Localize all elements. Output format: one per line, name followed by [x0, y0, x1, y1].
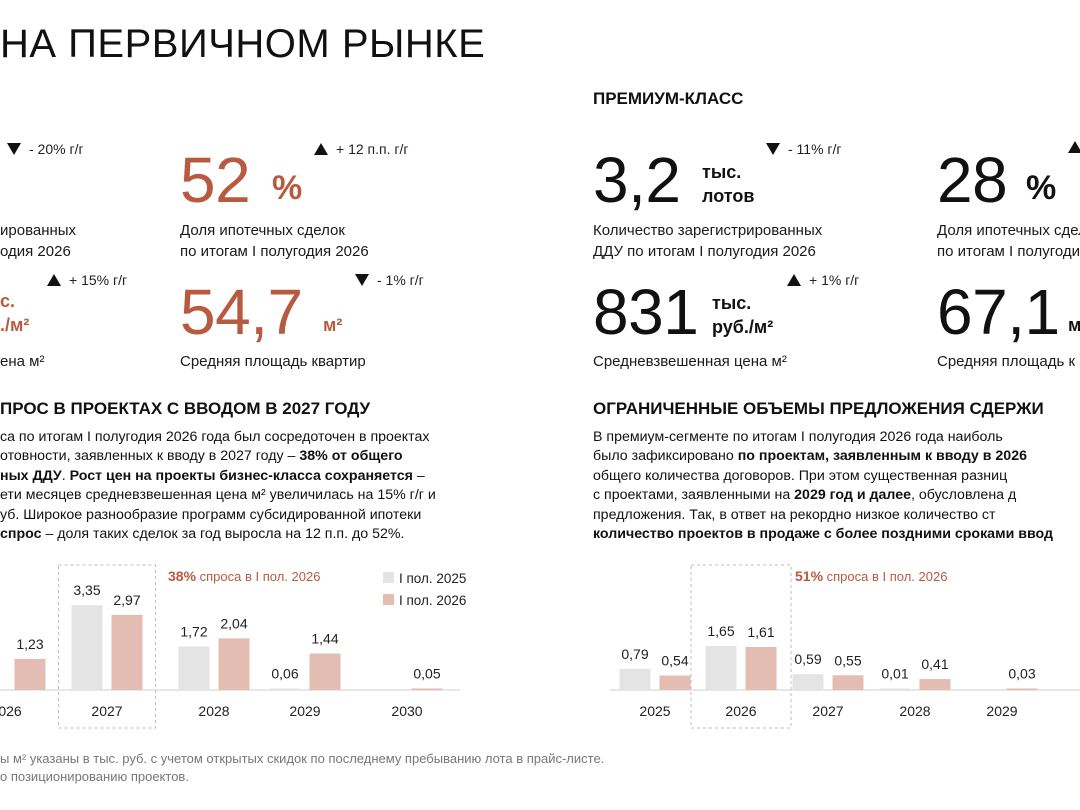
data-label: 0,05: [413, 666, 440, 682]
data-label: 3,35: [73, 582, 100, 598]
highlight-box: [58, 564, 156, 729]
bar-2027-s2: [832, 675, 864, 690]
bar-2027-s1: [792, 674, 824, 690]
page-title: НА ПЕРВИЧНОМ РЫНКЕ: [0, 22, 486, 66]
category-label: 2027: [812, 703, 843, 719]
data-label: 0,01: [881, 666, 908, 682]
business-section-heading: ПРОС В ПРОЕКТАХ С ВВОДОМ В 2027 ГОДУ: [0, 399, 371, 418]
up-triangle-icon: [787, 274, 801, 286]
bar-2028-s1: [879, 688, 911, 690]
data-label: 0,41: [921, 656, 948, 672]
business-lots-desc: ированных одия 2026: [0, 222, 77, 260]
bar-2025-s1: [619, 668, 651, 690]
business-mortgage-value: 52: [180, 144, 251, 216]
business-price-change: + 15% г/г: [47, 272, 127, 288]
bar-2027-s1: [71, 605, 103, 690]
data-label: 0,54: [661, 653, 688, 669]
up-triangle-icon: [1068, 141, 1080, 153]
data-label: 2,97: [113, 592, 140, 608]
bar-2028-s1: [178, 646, 210, 690]
data-label: 0,79: [621, 646, 648, 662]
category-label: 2030: [391, 703, 422, 719]
data-label: 1,65: [707, 623, 734, 639]
data-label: 0,59: [794, 651, 821, 667]
premium-mortgage-unit: %: [1026, 169, 1057, 207]
category-label: 2025: [639, 703, 670, 719]
premium-area-unit: м: [1068, 315, 1080, 335]
bar-2026-s1: [705, 645, 737, 690]
premium-area-value: 67,1: [937, 276, 1060, 348]
data-label: 1,23: [16, 636, 43, 652]
premium-heading: ПРЕМИУМ-КЛАСС: [593, 89, 744, 108]
business-mortgage-unit: %: [272, 169, 303, 207]
category-label: 2028: [198, 703, 229, 719]
premium-lots-change: - 11% г/г: [766, 141, 842, 157]
business-area-unit: м²: [323, 315, 343, 335]
premium-price-desc: Средневзвешенная цена м²: [593, 353, 787, 370]
business-lots-change: - 20% г/г: [7, 141, 84, 157]
category-label: 2029: [986, 703, 1017, 719]
data-label: 1,44: [311, 631, 338, 647]
bar-2029-s2: [1006, 688, 1038, 690]
business-mortgage-desc: Доля ипотечных сделок по итогам I полуго…: [180, 222, 369, 260]
data-label: 1,72: [180, 623, 207, 639]
chart-annotation: 38% спроса в I пол. 2026: [168, 568, 320, 584]
down-triangle-icon: [7, 143, 21, 155]
category-label: 2028: [899, 703, 930, 719]
bar-2029-s1: [269, 688, 301, 690]
business-area-value: 54,7: [180, 276, 303, 348]
premium-section-heading: ОГРАНИЧЕННЫЕ ОБЪЕМЫ ПРЕДЛОЖЕНИЯ СДЕРЖИ: [593, 399, 1044, 418]
up-triangle-icon: [314, 143, 328, 155]
data-label: 1,61: [747, 624, 774, 640]
business-price-desc: ена м²: [0, 353, 45, 370]
business-area-desc: Средняя площадь квартир: [180, 353, 366, 370]
data-label: 0,03: [1008, 666, 1035, 682]
premium-mortgage-desc: Доля ипотечных сдел по итогам I полугоди: [937, 222, 1080, 260]
data-label: 0,06: [271, 665, 298, 681]
business-bar-chart: 1,23 026 3,35 2,97 2027 1,72 2,04 2028 0,06 1,44 2…: [0, 564, 466, 729]
footnote: ы м² указаны в тыс. руб. с учетом открыт…: [0, 751, 605, 784]
chart-annotation: 51% спроса в I пол. 2026: [795, 568, 947, 584]
premium-price-change: + 1% г/г: [787, 272, 859, 288]
business-area-change: - 1% г/г: [355, 272, 424, 288]
premium-price-value: 831: [593, 276, 699, 348]
highlight-box: [690, 564, 792, 729]
premium-paragraph: В премиум-сегменте по итогам I полугодия…: [593, 429, 1053, 542]
premium-mortgage-value: 28: [937, 144, 1008, 216]
bar-2030-s2: [411, 688, 443, 690]
business-price-unit: с. ./м²: [0, 291, 30, 335]
premium-price-unit: тыс. руб./м²: [712, 293, 774, 337]
bar-2025-s2: [659, 675, 691, 690]
bar-2028-s2: [218, 638, 250, 690]
bar-2027-s2: [111, 614, 143, 690]
category-label: 2027: [91, 703, 122, 719]
down-triangle-icon: [766, 143, 780, 155]
category-label: 2029: [289, 703, 320, 719]
legend-swatch: [383, 594, 394, 605]
premium-lots-value: 3,2: [593, 144, 681, 216]
legend-swatch: [383, 572, 394, 583]
data-label: 0,55: [834, 652, 861, 668]
premium-lots-desc: Количество зарегистрированных ДДУ по ито…: [593, 222, 823, 260]
bar-2028-s2: [919, 679, 951, 690]
category-label: 2026: [725, 703, 756, 719]
legend-label: I пол. 2026: [399, 593, 466, 608]
premium-area-desc: Средняя площадь к: [937, 353, 1076, 370]
premium-lots-unit: тыс. лотов: [702, 162, 755, 206]
up-triangle-icon: [47, 274, 61, 286]
data-label: 2,04: [220, 615, 247, 631]
legend-label: I пол. 2025: [399, 571, 466, 586]
bar-026-s2: [14, 658, 46, 690]
bar-2029-s2: [309, 653, 341, 690]
premium-bar-chart: 0,79 0,54 2025 1,65 1,61 2026 0,59 0,55 2027 0,01…: [610, 564, 1080, 729]
down-triangle-icon: [355, 274, 369, 286]
bar-2026-s2: [745, 647, 777, 690]
category-label: 026: [0, 703, 22, 719]
business-paragraph: са по итогам I полугодия 2026 года был с…: [0, 429, 436, 542]
business-mortgage-change: + 12 п.п. г/г: [314, 141, 408, 157]
